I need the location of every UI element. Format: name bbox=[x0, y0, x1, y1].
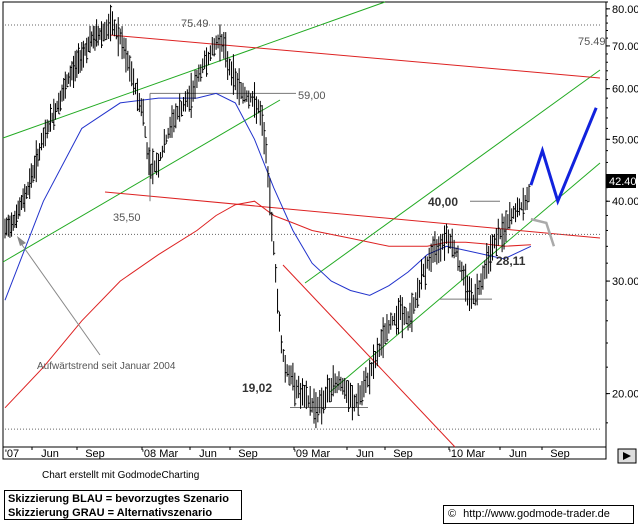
moving-averages bbox=[4, 92, 532, 409]
y-tick-label: 70.00 bbox=[612, 41, 638, 53]
last-price-box bbox=[606, 174, 636, 188]
chevron-right-icon bbox=[623, 452, 631, 460]
x-tick-label: Jun bbox=[41, 448, 59, 460]
legend-line-gray: Skizzierung GRAU = Alternativszenario bbox=[8, 507, 213, 519]
horizontal-levels bbox=[5, 24, 600, 430]
y-tick-label: 50.00 bbox=[612, 134, 638, 146]
level-label-40: 40,00 bbox=[428, 195, 458, 209]
chart-credit: Chart erstellt mit GodmodeCharting bbox=[42, 470, 200, 481]
x-axis-strip bbox=[2, 446, 607, 460]
x-tick-label: '09 Mar bbox=[294, 448, 331, 460]
annotation-arrow bbox=[19, 241, 101, 356]
green-channel-lower bbox=[2, 99, 281, 263]
x-tick-label: Sep bbox=[393, 448, 413, 460]
legend-box: Skizzierung BLAU = bevorzugtes Szenario … bbox=[4, 490, 242, 520]
legend-line-blue: Skizzierung BLAU = bevorzugtes Szenario bbox=[8, 493, 229, 505]
x-tick-label: Jun bbox=[356, 448, 374, 460]
level-label-35: 35,50 bbox=[113, 212, 141, 224]
x-tick-label: Jun bbox=[199, 448, 217, 460]
copyright-icon: © bbox=[448, 508, 457, 520]
y-tick-label: 30.00 bbox=[612, 276, 638, 288]
level-label-19: 19,02 bbox=[242, 381, 272, 395]
x-tick-label: '10 Mar bbox=[449, 448, 486, 460]
last-price-label: 42.40 bbox=[609, 176, 637, 188]
x-tick-label: Jun bbox=[509, 448, 527, 460]
y-tick-label: 80.00 bbox=[612, 4, 638, 16]
moving-average-blue bbox=[4, 92, 532, 301]
green-channel-upper bbox=[2, 1, 386, 139]
y-axis-labels: 80.00 70.00 60.00 50.00 40.00 30.00 20.00 bbox=[606, 1, 638, 424]
x-axis-labels: '07 Jun Sep '08 Mar Jun Sep '09 Mar Jun Sep '10 M… bbox=[5, 447, 570, 460]
level-label-28: 28,11 bbox=[496, 254, 526, 268]
scenario-sketches bbox=[529, 107, 598, 247]
annotation-text: Aufwärtstrend seit Januar 2004 bbox=[37, 361, 176, 372]
x-tick-label: Sep bbox=[85, 448, 105, 460]
x-tick-label: '08 Mar bbox=[142, 448, 179, 460]
green-channel2-upper bbox=[304, 69, 601, 284]
red-resistance-line bbox=[109, 34, 601, 79]
x-tick-label: Sep bbox=[238, 448, 258, 460]
scenario-blue-path bbox=[529, 107, 598, 206]
red-mid-line bbox=[104, 191, 601, 239]
level-label-high-right: 75.49 bbox=[578, 36, 606, 48]
moving-average-red bbox=[4, 200, 531, 409]
price-bars bbox=[4, 4, 531, 429]
x-tick-label: Sep bbox=[550, 448, 570, 460]
arrowhead-icon bbox=[17, 236, 26, 246]
source-box: © http://www.godmode-trader.de bbox=[443, 505, 634, 524]
red-down-line bbox=[282, 264, 456, 448]
scenario-gray-path bbox=[530, 217, 556, 247]
source-link[interactable]: http://www.godmode-trader.de bbox=[463, 508, 610, 520]
plot-frame bbox=[2, 1, 607, 448]
y-tick-label: 20.00 bbox=[612, 389, 638, 401]
level-label-high: 75.49 bbox=[181, 18, 209, 30]
y-tick-label: 60.00 bbox=[612, 84, 638, 96]
x-tick-label: '07 bbox=[5, 448, 19, 460]
y-tick-label: 40.00 bbox=[612, 196, 638, 208]
level-label-59: 59,00 bbox=[298, 90, 326, 102]
